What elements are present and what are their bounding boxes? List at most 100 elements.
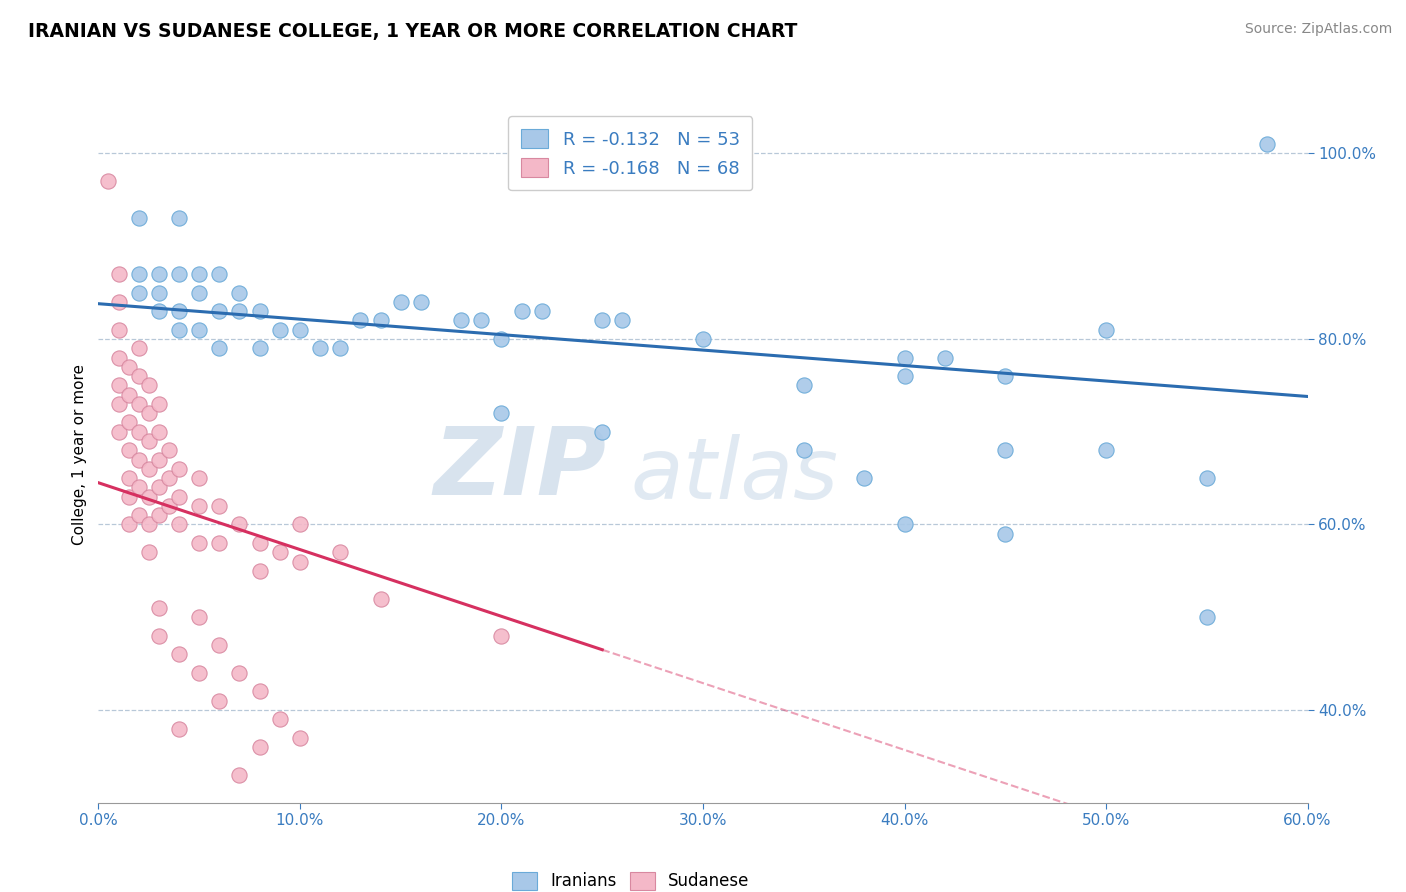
Point [530,304,553,318]
Point [188,610,211,624]
Point [167,323,190,337]
Point [167,722,190,736]
Point [148,601,170,615]
Point [288,731,311,745]
Point [188,267,211,281]
Point [97,174,120,188]
Point [249,740,271,755]
Point [148,425,170,439]
Point [167,211,190,226]
Point [491,629,513,643]
Point [107,267,129,281]
Point [288,517,311,532]
Point [470,313,492,327]
Point [167,648,190,662]
Point [128,369,150,384]
Point [1195,471,1218,485]
Point [249,684,271,698]
Point [934,351,956,365]
Point [128,452,150,467]
Point [389,294,412,309]
Point [118,359,141,374]
Point [1095,323,1118,337]
Point [228,665,250,680]
Point [118,490,141,504]
Point [208,341,231,355]
Point [148,480,170,494]
Point [138,517,160,532]
Point [269,323,291,337]
Point [288,323,311,337]
Point [118,471,141,485]
Text: IRANIAN VS SUDANESE COLLEGE, 1 YEAR OR MORE CORRELATION CHART: IRANIAN VS SUDANESE COLLEGE, 1 YEAR OR M… [28,22,797,41]
Point [994,443,1017,458]
Point [269,712,291,726]
Point [249,564,271,578]
Text: ZIP: ZIP [433,423,606,515]
Point [138,406,160,420]
Point [893,351,915,365]
Point [1095,443,1118,458]
Point [118,387,141,401]
Point [188,471,211,485]
Point [249,536,271,550]
Point [188,285,211,300]
Point [329,341,352,355]
Point [148,397,170,411]
Point [491,332,513,346]
Point [148,452,170,467]
Point [228,517,250,532]
Point [994,369,1017,384]
Point [167,304,190,318]
Point [450,313,472,327]
Point [118,517,141,532]
Point [128,285,150,300]
Point [309,341,332,355]
Point [409,294,432,309]
Point [107,294,129,309]
Point [208,638,231,652]
Point [228,304,250,318]
Point [370,313,392,327]
Point [591,313,613,327]
Point [349,313,371,327]
Point [167,490,190,504]
Point [269,545,291,559]
Point [288,555,311,569]
Point [329,545,352,559]
Point [148,285,170,300]
Point [118,443,141,458]
Point [128,267,150,281]
Point [107,397,129,411]
Point [793,443,815,458]
Point [612,313,634,327]
Point [167,267,190,281]
Point [893,517,915,532]
Point [148,508,170,523]
Point [370,591,392,606]
Point [692,332,714,346]
Point [491,406,513,420]
Point [148,629,170,643]
Point [188,536,211,550]
Point [1195,610,1218,624]
Point [188,499,211,513]
Point [249,341,271,355]
Point [208,304,231,318]
Point [138,490,160,504]
Legend: Iranians, Sudanese: Iranians, Sudanese [503,863,758,892]
Point [893,369,915,384]
Point [208,694,231,708]
Point [107,378,129,392]
Point [167,517,190,532]
Point [793,378,815,392]
Point [208,536,231,550]
Point [510,304,533,318]
Point [128,425,150,439]
Point [157,443,180,458]
Point [167,462,190,476]
Point [128,341,150,355]
Point [208,267,231,281]
Point [228,768,250,782]
Y-axis label: College, 1 year or more: College, 1 year or more [72,365,87,545]
